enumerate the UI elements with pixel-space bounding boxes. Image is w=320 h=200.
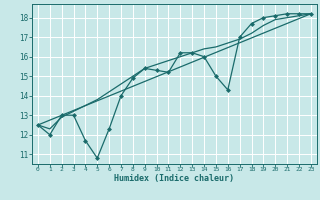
X-axis label: Humidex (Indice chaleur): Humidex (Indice chaleur) [115,174,234,183]
